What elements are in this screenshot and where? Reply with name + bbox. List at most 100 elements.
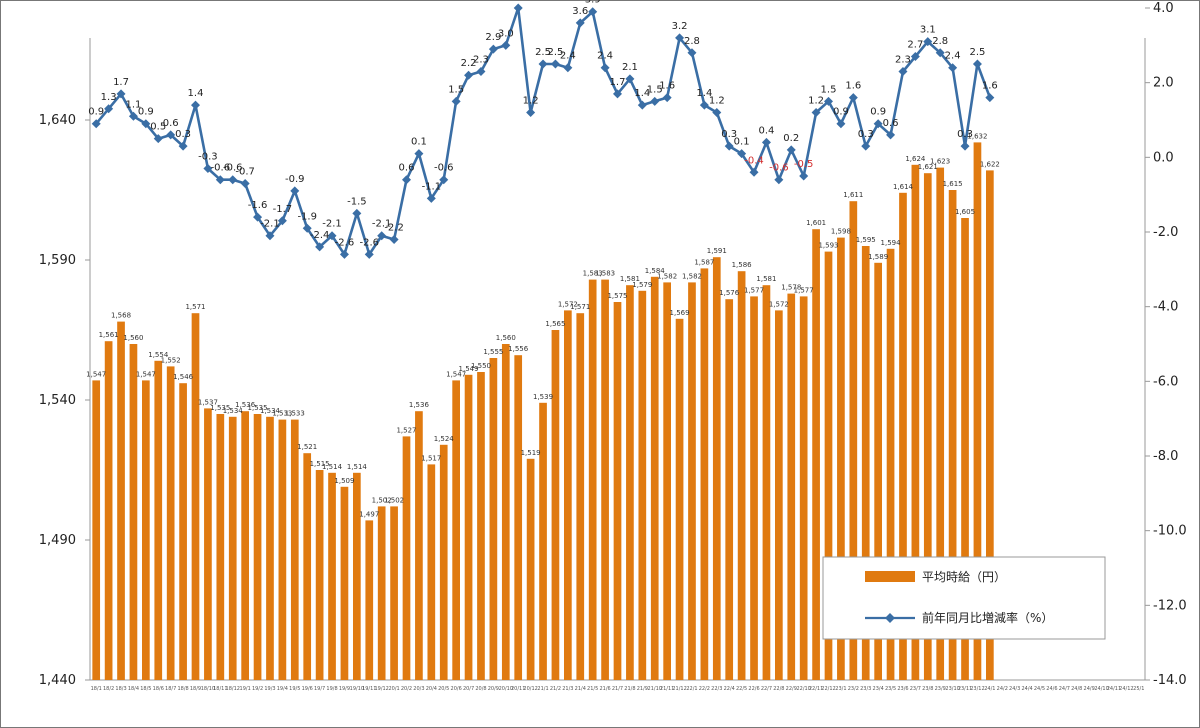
left-tick-label: 1,590	[39, 253, 76, 268]
line-data-label: 2.8	[932, 36, 948, 47]
bar	[402, 436, 411, 680]
x-tick-label: 20/10	[499, 686, 513, 692]
bar-data-label: 1,555	[483, 348, 503, 356]
bar	[452, 380, 460, 680]
bar-data-label: 1,632	[967, 132, 987, 140]
line-data-label: 4.0	[510, 0, 526, 2]
bar	[340, 486, 349, 680]
bar-data-label: 1,583	[583, 270, 603, 278]
legend-label-bar: 平均時給（円）	[922, 570, 1006, 584]
line-point	[786, 145, 796, 155]
bar-data-label: 1,509	[334, 477, 354, 485]
line-data-label: -1.6	[248, 200, 268, 211]
x-tick-label: 20/3	[413, 686, 424, 692]
line-data-label: 0.9	[870, 107, 886, 118]
bar-data-label: 1,572	[558, 300, 578, 308]
bar	[650, 276, 659, 680]
bar-data-label: 1,581	[756, 275, 776, 283]
line-point	[389, 234, 399, 244]
line-point	[476, 66, 486, 76]
bar-data-label: 1,561	[99, 331, 119, 339]
x-tick-label: 23/4	[873, 686, 884, 692]
line-data-label: 2.1	[622, 62, 638, 73]
x-tick-label: 18/4	[128, 686, 139, 692]
x-tick-label: 19/8	[326, 686, 337, 692]
x-tick-label: 23/11	[958, 686, 972, 692]
x-tick-label: 21/10	[648, 686, 662, 692]
bar	[278, 419, 287, 680]
bar-data-label: 1,598	[831, 228, 851, 236]
line-point	[737, 149, 747, 159]
x-tick-label: 21/3	[562, 686, 573, 692]
x-tick-label: 21/7	[612, 686, 623, 692]
bar	[601, 279, 609, 680]
bar-data-label: 1,549	[459, 365, 479, 373]
bar-data-label: 1,611	[843, 191, 863, 199]
bar-data-label: 1,586	[732, 261, 753, 269]
bar	[253, 414, 262, 680]
line-point	[625, 74, 635, 84]
line-point	[339, 249, 349, 259]
bar	[824, 251, 833, 680]
x-tick-label: 22/8	[773, 686, 784, 692]
x-tick-label: 23/6	[897, 686, 908, 692]
line-data-label: -0.6	[211, 163, 231, 174]
x-tick-label: 25/1	[1133, 686, 1144, 692]
line-point	[749, 167, 759, 177]
x-tick-label: 18/12	[226, 686, 240, 692]
x-tick-label: 18/1	[91, 686, 102, 692]
bar-data-label: 1,535	[210, 404, 230, 412]
bar	[353, 472, 361, 680]
bar-data-label: 1,571	[185, 303, 205, 311]
bar-data-label: 1,547	[136, 370, 156, 378]
bar	[899, 192, 907, 681]
bar	[315, 470, 324, 680]
line-point	[861, 141, 871, 151]
bar	[303, 453, 312, 680]
line-data-label: 1.5	[647, 84, 663, 95]
bar	[415, 411, 423, 680]
bar-data-label: 1,622	[980, 160, 1000, 168]
line-point	[215, 175, 225, 185]
line-point	[910, 52, 920, 62]
x-tick-label: 24/1	[984, 686, 995, 692]
bar	[539, 402, 547, 680]
bar-data-label: 1,517	[421, 454, 441, 462]
line-point	[501, 40, 511, 50]
line-point	[178, 141, 188, 151]
bar	[266, 416, 274, 680]
x-tick-label: 19/1	[240, 686, 251, 692]
line-point	[637, 100, 647, 110]
bar-data-label: 1,539	[533, 393, 553, 401]
right-tick-label: -6.0	[1153, 374, 1178, 389]
bar	[551, 330, 560, 680]
bar-data-label: 1,624	[905, 155, 926, 163]
line-point	[600, 63, 610, 73]
line-data-label: 1.1	[125, 99, 141, 110]
bar	[365, 520, 374, 680]
line-data-label: 0.9	[138, 107, 154, 118]
x-tick-label: 23/9	[935, 686, 946, 692]
line-data-label: 1.7	[610, 77, 626, 88]
x-tick-label: 19/9	[339, 686, 350, 692]
line-point	[687, 48, 697, 58]
line-data-label: 0.2	[783, 133, 799, 144]
x-tick-label: 24/11	[1107, 686, 1121, 692]
line-point	[240, 178, 250, 188]
line-point	[613, 89, 622, 99]
bar-data-label: 1,593	[818, 242, 838, 250]
x-tick-label: 24/10	[1094, 686, 1108, 692]
x-tick-label: 21/9	[637, 686, 648, 692]
line-data-label: 1.2	[709, 96, 725, 107]
bar	[464, 374, 473, 680]
right-tick-label: -12.0	[1153, 598, 1187, 613]
line-data-label: 1.7	[113, 77, 129, 88]
line-point	[985, 93, 995, 103]
x-tick-label: 23/1	[835, 686, 846, 692]
line-point	[290, 186, 300, 196]
line-data-label: -2.4	[310, 230, 330, 241]
line-data-label: 1.6	[982, 81, 998, 92]
line-point	[960, 141, 970, 151]
line-data-label: 2.5	[535, 47, 551, 58]
x-tick-label: 19/10	[350, 686, 364, 692]
